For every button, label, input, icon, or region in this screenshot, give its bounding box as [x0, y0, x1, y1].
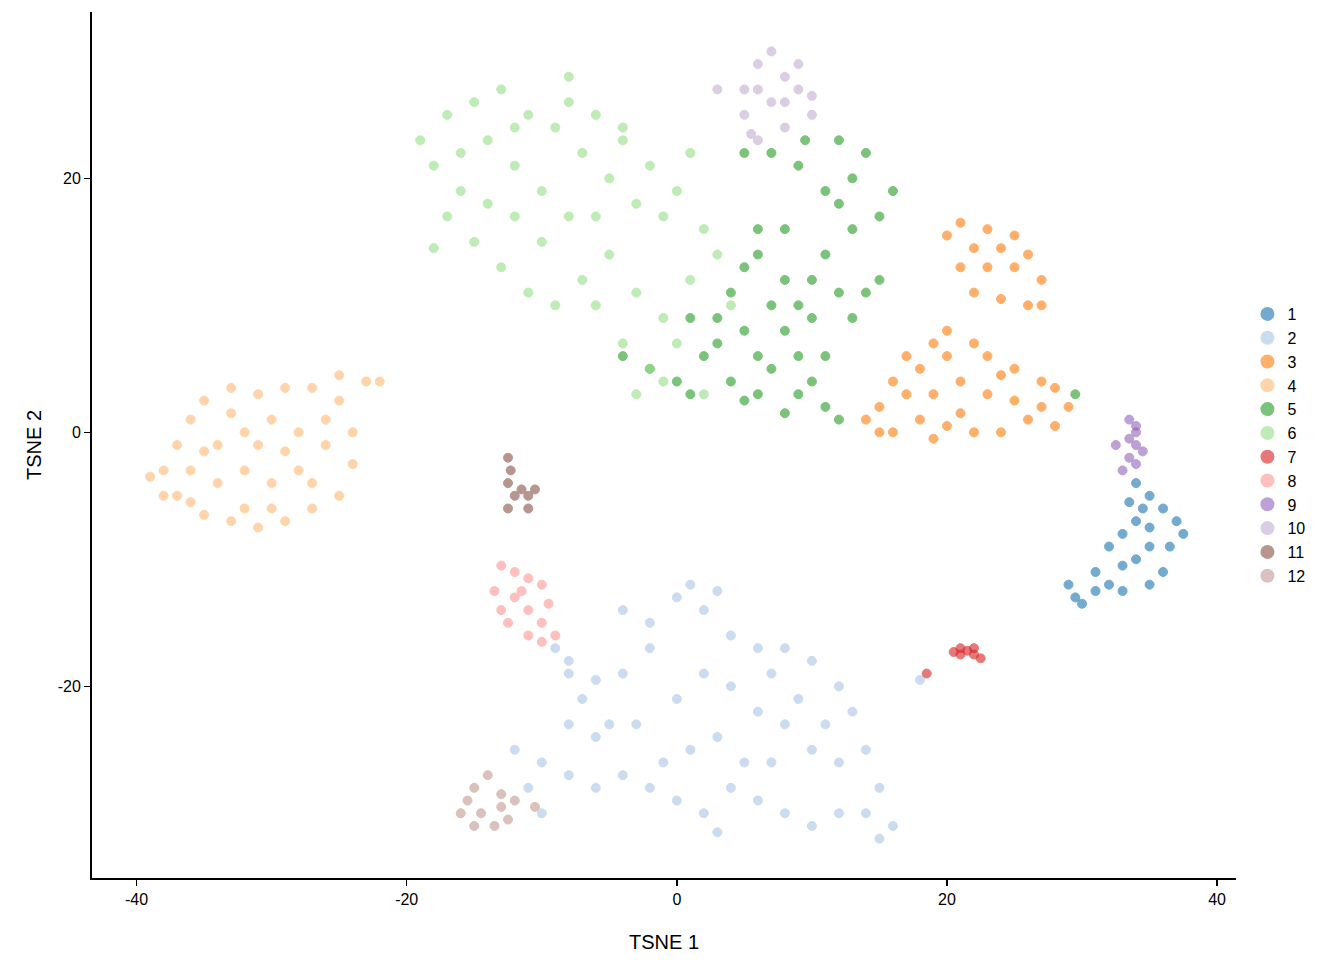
svg-text:9: 9 [1287, 497, 1296, 514]
svg-text:3: 3 [1287, 354, 1296, 371]
svg-text:5: 5 [1287, 401, 1296, 418]
svg-text:TSNE 1: TSNE 1 [629, 931, 699, 953]
svg-text:-20: -20 [395, 891, 418, 908]
svg-text:1: 1 [1287, 306, 1296, 323]
svg-text:20: 20 [938, 891, 956, 908]
svg-text:12: 12 [1287, 568, 1305, 585]
svg-text:20: 20 [63, 170, 81, 187]
svg-text:0: 0 [672, 891, 681, 908]
svg-text:7: 7 [1287, 449, 1296, 466]
svg-text:40: 40 [1208, 891, 1226, 908]
svg-text:10: 10 [1287, 520, 1305, 537]
svg-text:-40: -40 [125, 891, 148, 908]
svg-text:4: 4 [1287, 378, 1296, 395]
svg-text:2: 2 [1287, 330, 1296, 347]
svg-text:8: 8 [1287, 473, 1296, 490]
svg-text:-20: -20 [58, 678, 81, 695]
svg-text:11: 11 [1287, 544, 1304, 561]
svg-text:0: 0 [72, 424, 81, 441]
svg-text:6: 6 [1287, 425, 1296, 442]
svg-text:TSNE 2: TSNE 2 [23, 410, 45, 480]
